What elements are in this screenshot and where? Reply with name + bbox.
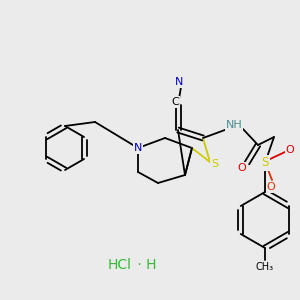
Text: NH: NH [226, 120, 242, 130]
Text: HCl: HCl [108, 258, 132, 272]
Text: N: N [175, 77, 183, 87]
Text: O: O [286, 145, 294, 155]
Text: O: O [238, 163, 246, 173]
Text: N: N [134, 143, 142, 153]
Text: O: O [267, 182, 275, 192]
Text: S: S [261, 157, 269, 169]
Text: C: C [171, 97, 179, 107]
Text: CH₃: CH₃ [256, 262, 274, 272]
Text: S: S [212, 159, 219, 169]
Text: · H: · H [133, 258, 157, 272]
